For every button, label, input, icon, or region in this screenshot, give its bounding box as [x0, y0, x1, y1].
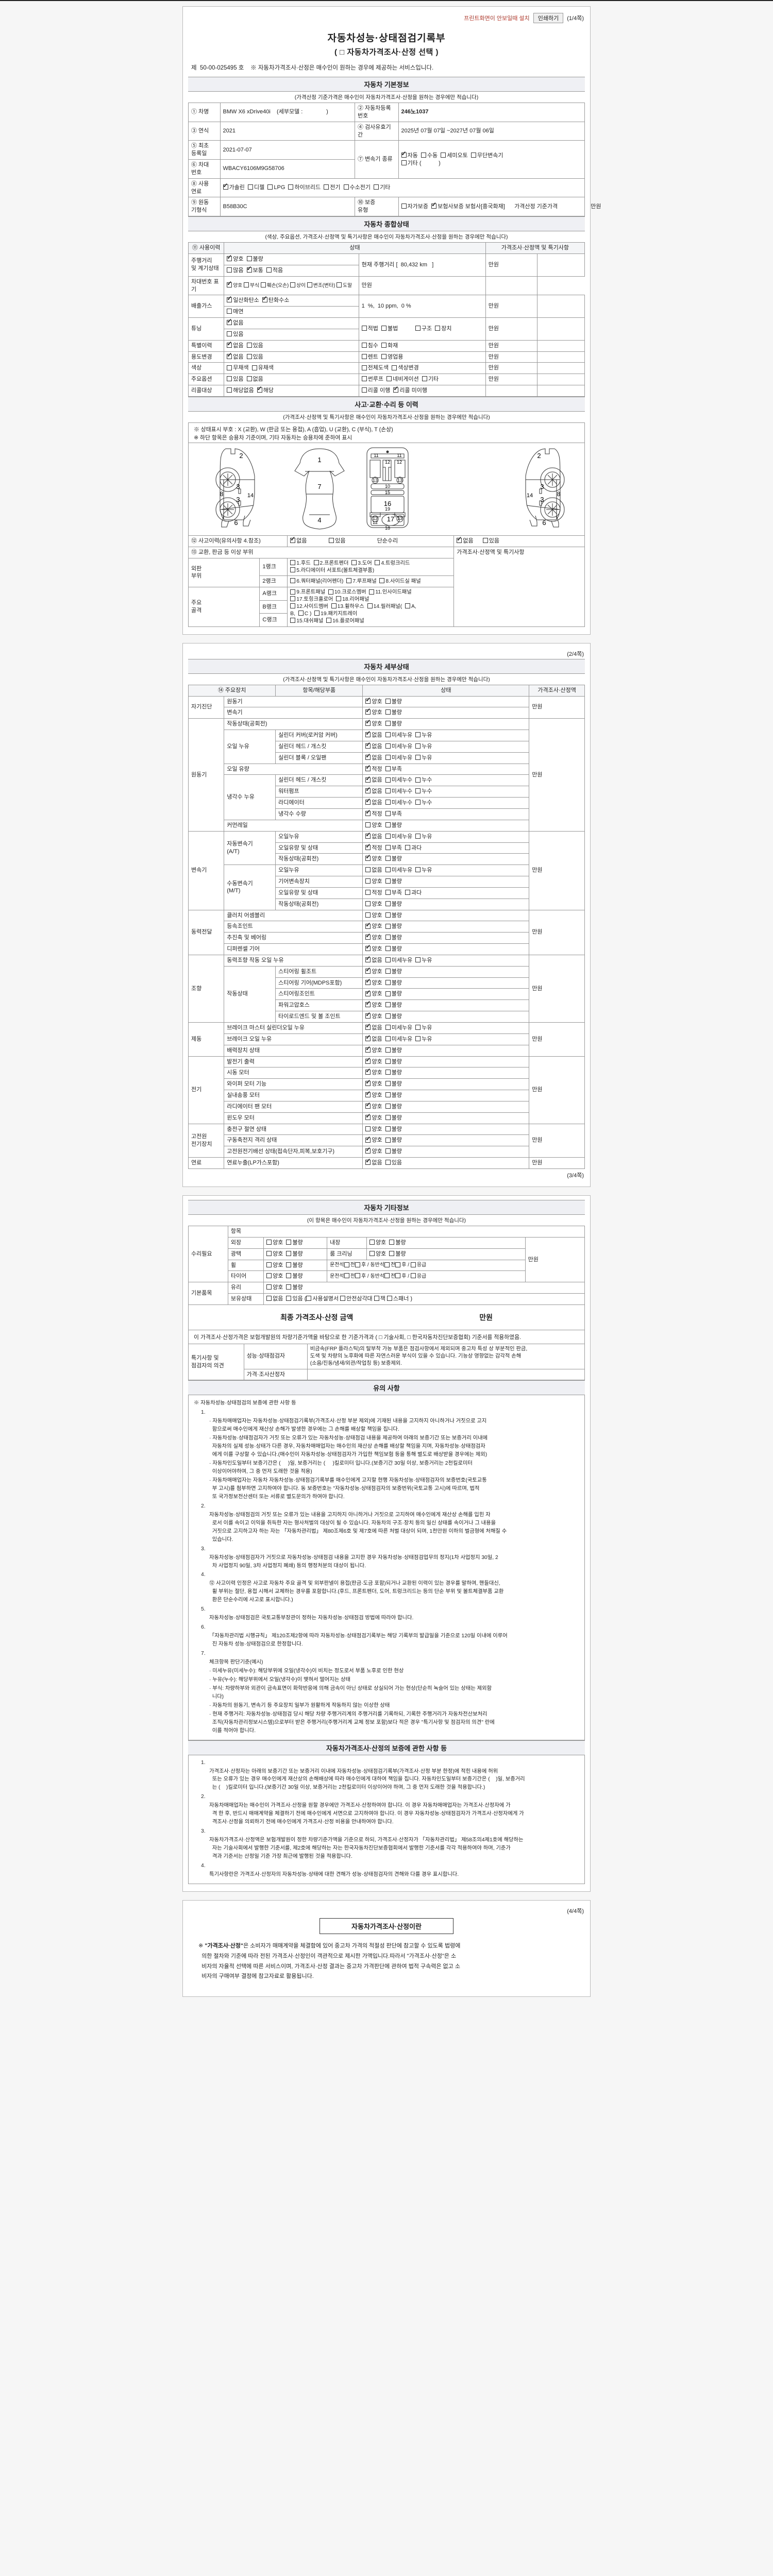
svg-text:2: 2 — [239, 452, 243, 460]
svg-text:12: 12 — [385, 460, 390, 465]
svg-text:3: 3 — [540, 496, 544, 503]
svg-text:7: 7 — [317, 483, 321, 490]
svg-text:14: 14 — [247, 493, 254, 499]
svg-text:13: 13 — [397, 516, 402, 521]
svg-text:3: 3 — [236, 496, 240, 503]
svg-text:12: 12 — [373, 520, 378, 525]
svg-text:19: 19 — [385, 506, 390, 512]
svg-text:10: 10 — [385, 484, 390, 489]
svg-text:8: 8 — [557, 490, 561, 498]
svg-text:18: 18 — [385, 526, 390, 531]
svg-text:11: 11 — [374, 453, 378, 458]
svg-text:3: 3 — [236, 483, 240, 490]
svg-text:6: 6 — [542, 519, 546, 527]
svg-text:13: 13 — [373, 478, 378, 483]
svg-text:15: 15 — [385, 490, 390, 495]
svg-text:3: 3 — [540, 483, 544, 490]
svg-text:1: 1 — [317, 456, 321, 464]
svg-text:14: 14 — [527, 493, 533, 499]
svg-text:8: 8 — [220, 490, 224, 498]
svg-text:11: 11 — [397, 453, 401, 458]
svg-text:13: 13 — [397, 478, 402, 483]
svg-text:4: 4 — [317, 516, 321, 524]
svg-text:12: 12 — [397, 460, 402, 465]
svg-text:6: 6 — [234, 519, 238, 527]
svg-text:2: 2 — [537, 452, 541, 460]
svg-text:17: 17 — [387, 515, 394, 523]
